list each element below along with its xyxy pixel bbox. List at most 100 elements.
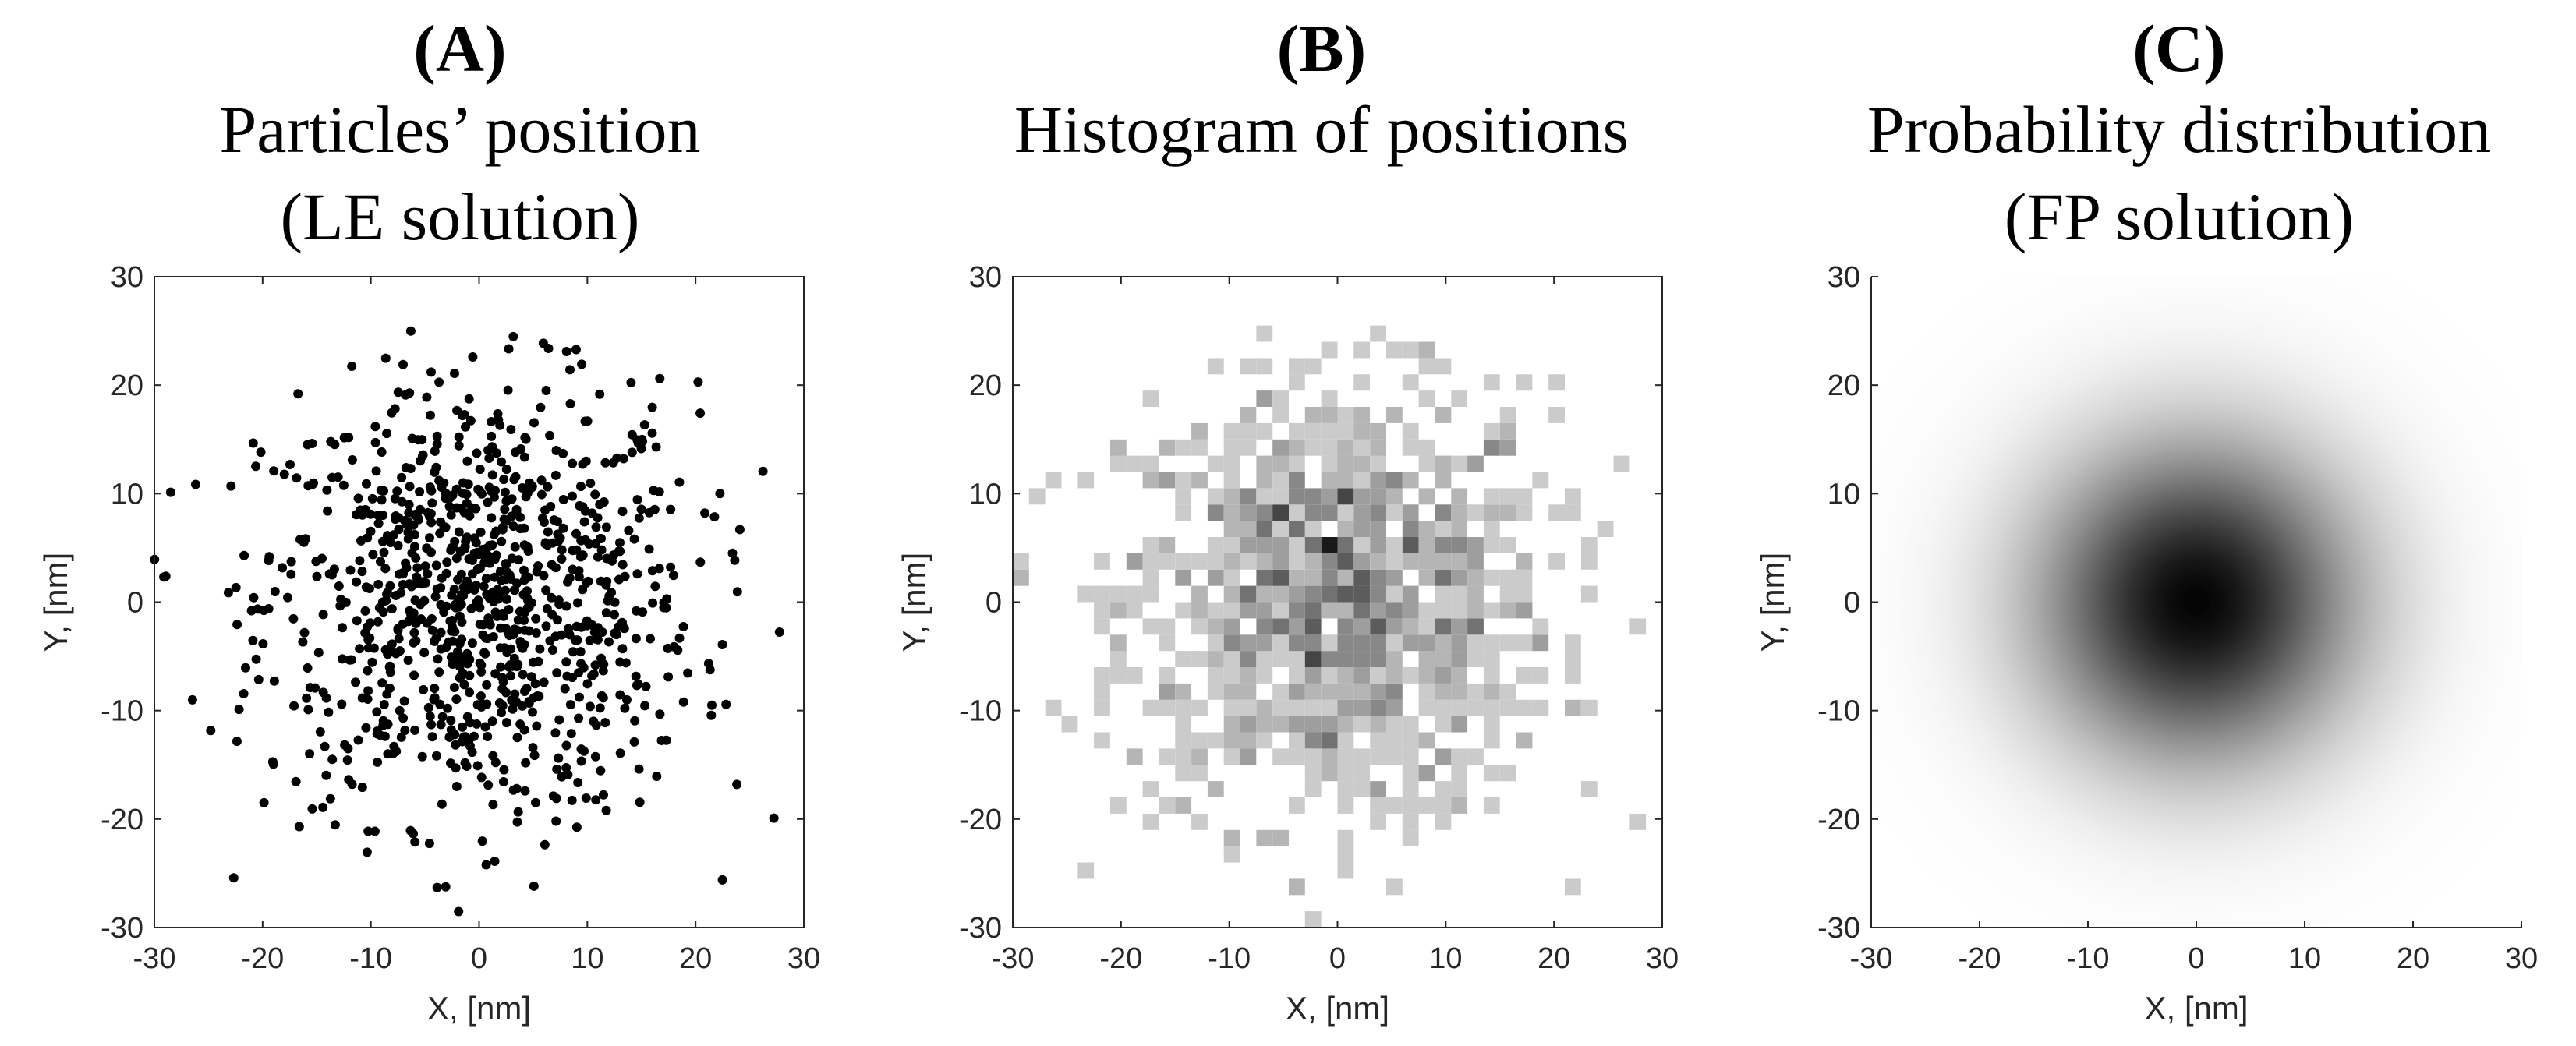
histogram-bin xyxy=(1353,651,1371,667)
data-point xyxy=(562,671,572,681)
histogram-bin xyxy=(1272,585,1289,603)
histogram-bin xyxy=(1451,765,1468,782)
histogram-bin xyxy=(1386,667,1403,684)
data-point xyxy=(228,873,239,883)
data-point xyxy=(501,560,511,570)
y-tick-label: -20 xyxy=(959,804,1002,836)
histogram-bin xyxy=(1370,748,1386,765)
histogram-bin xyxy=(1402,618,1419,635)
y-axis-label: Y, [nm] xyxy=(37,553,74,652)
histogram-bin xyxy=(1272,829,1289,846)
data-point xyxy=(395,705,405,716)
data-point xyxy=(503,385,513,395)
data-point xyxy=(313,648,324,658)
y-tick-label: 30 xyxy=(969,261,1002,294)
data-point xyxy=(450,369,459,378)
data-point xyxy=(405,326,416,336)
data-point xyxy=(472,448,482,458)
histogram-bin xyxy=(1223,683,1240,700)
histogram-bin xyxy=(1418,358,1435,375)
data-point xyxy=(405,482,415,492)
histogram-bin xyxy=(1191,602,1208,619)
histogram-bin xyxy=(1386,618,1403,635)
histogram-bin xyxy=(1240,358,1257,375)
data-point xyxy=(551,816,561,826)
histogram-bin xyxy=(1580,537,1598,553)
data-point xyxy=(318,610,328,620)
data-point xyxy=(596,545,607,555)
histogram-bin xyxy=(1304,585,1322,603)
histogram-bin xyxy=(1353,667,1371,684)
data-point xyxy=(515,637,525,647)
data-point xyxy=(383,719,393,730)
data-point xyxy=(303,481,313,491)
data-point xyxy=(423,507,433,518)
data-point xyxy=(758,466,768,476)
histogram-bin xyxy=(1337,781,1354,797)
data-point xyxy=(339,433,349,443)
histogram-bin xyxy=(1483,651,1500,667)
data-point xyxy=(367,493,377,504)
data-point xyxy=(380,645,391,655)
data-point xyxy=(401,463,411,472)
histogram-bin xyxy=(1159,553,1176,570)
histogram-bin xyxy=(1142,781,1159,797)
data-point xyxy=(462,712,472,722)
histogram-bin xyxy=(1142,618,1159,635)
histogram-bin xyxy=(1110,651,1127,667)
data-point xyxy=(593,552,603,562)
histogram-bin xyxy=(1402,667,1419,684)
data-point xyxy=(695,408,706,419)
histogram-bin xyxy=(1386,732,1403,749)
data-point xyxy=(447,590,457,600)
data-point xyxy=(509,653,519,663)
data-point xyxy=(436,719,446,730)
histogram-bin xyxy=(1435,504,1452,521)
histogram-bin xyxy=(1126,748,1143,765)
data-point xyxy=(550,728,561,738)
data-point xyxy=(338,623,348,633)
data-point xyxy=(457,617,467,627)
data-point xyxy=(487,470,497,480)
histogram-bin xyxy=(1402,634,1419,652)
data-point xyxy=(330,820,340,830)
data-point xyxy=(524,698,534,708)
data-point xyxy=(617,560,628,570)
histogram-bin xyxy=(1532,699,1549,716)
data-point xyxy=(700,508,710,518)
histogram-bin xyxy=(1223,488,1240,505)
histogram-bin xyxy=(1321,472,1338,489)
data-point xyxy=(541,621,551,631)
histogram-bin xyxy=(1499,585,1516,603)
histogram-bin xyxy=(1548,504,1565,521)
histogram-bin xyxy=(1159,797,1176,814)
data-point xyxy=(618,454,628,464)
histogram-bin xyxy=(1580,585,1598,603)
data-point xyxy=(441,642,451,652)
data-point xyxy=(565,399,575,408)
histogram-bin xyxy=(1499,422,1516,440)
data-point xyxy=(600,718,610,728)
histogram-bin xyxy=(1077,472,1095,489)
histogram-bin xyxy=(1435,585,1452,603)
data-point xyxy=(512,733,522,743)
panel-a-title-line-2: (LE solution) xyxy=(280,179,640,254)
data-point xyxy=(449,683,459,692)
data-point xyxy=(363,622,373,632)
data-point xyxy=(264,604,274,613)
histogram-bin xyxy=(1175,748,1192,765)
histogram-bin xyxy=(1565,504,1581,521)
histogram-bin xyxy=(1240,667,1257,684)
panel-a-letter: (A) xyxy=(413,11,507,86)
data-point xyxy=(390,493,400,504)
histogram-bin xyxy=(1451,455,1468,472)
data-point xyxy=(351,677,361,687)
data-point xyxy=(591,795,601,805)
data-point xyxy=(589,627,600,638)
data-point xyxy=(501,718,511,728)
histogram-bin xyxy=(1094,667,1110,684)
histogram-bin xyxy=(1435,683,1452,700)
data-point xyxy=(462,489,472,500)
data-point xyxy=(410,725,420,735)
histogram-bin xyxy=(1272,716,1289,733)
